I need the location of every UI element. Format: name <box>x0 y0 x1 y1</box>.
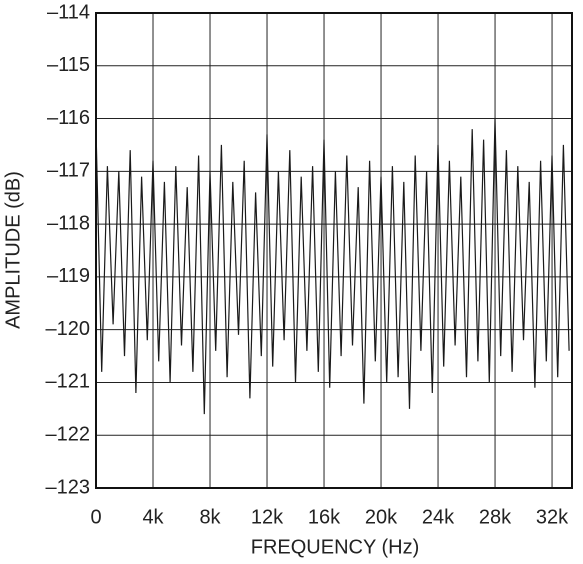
y-tick-label: –115 <box>47 54 90 76</box>
x-axis-label: FREQUENCY (Hz) <box>251 536 420 558</box>
x-tick-label: 16k <box>308 506 341 528</box>
y-tick-label: –122 <box>46 424 91 446</box>
x-tick-label: 28k <box>479 506 512 528</box>
y-tick-label: –119 <box>47 265 90 287</box>
y-tick-label: –116 <box>47 107 90 129</box>
y-axis-label: AMPLITUDE (dB) <box>2 171 24 329</box>
plot-frame <box>95 12 573 489</box>
y-tick-label: –123 <box>46 476 91 498</box>
x-tick-label: 24k <box>422 506 455 528</box>
spectrum-line <box>95 118 570 415</box>
x-tick-label: 12k <box>251 506 284 528</box>
x-tick-label: 0 <box>90 506 101 528</box>
x-tick-label: 8k <box>199 506 221 528</box>
x-tick-label: 20k <box>365 506 398 528</box>
y-tick-label: –121 <box>46 371 91 393</box>
y-tick-label: –114 <box>47 1 90 23</box>
y-tick-label: –117 <box>47 160 90 182</box>
y-tick-label: –118 <box>47 212 90 234</box>
x-tick-label: 4k <box>142 506 164 528</box>
y-tick-label: –120 <box>46 318 91 340</box>
x-tick-label: 32k <box>536 506 569 528</box>
